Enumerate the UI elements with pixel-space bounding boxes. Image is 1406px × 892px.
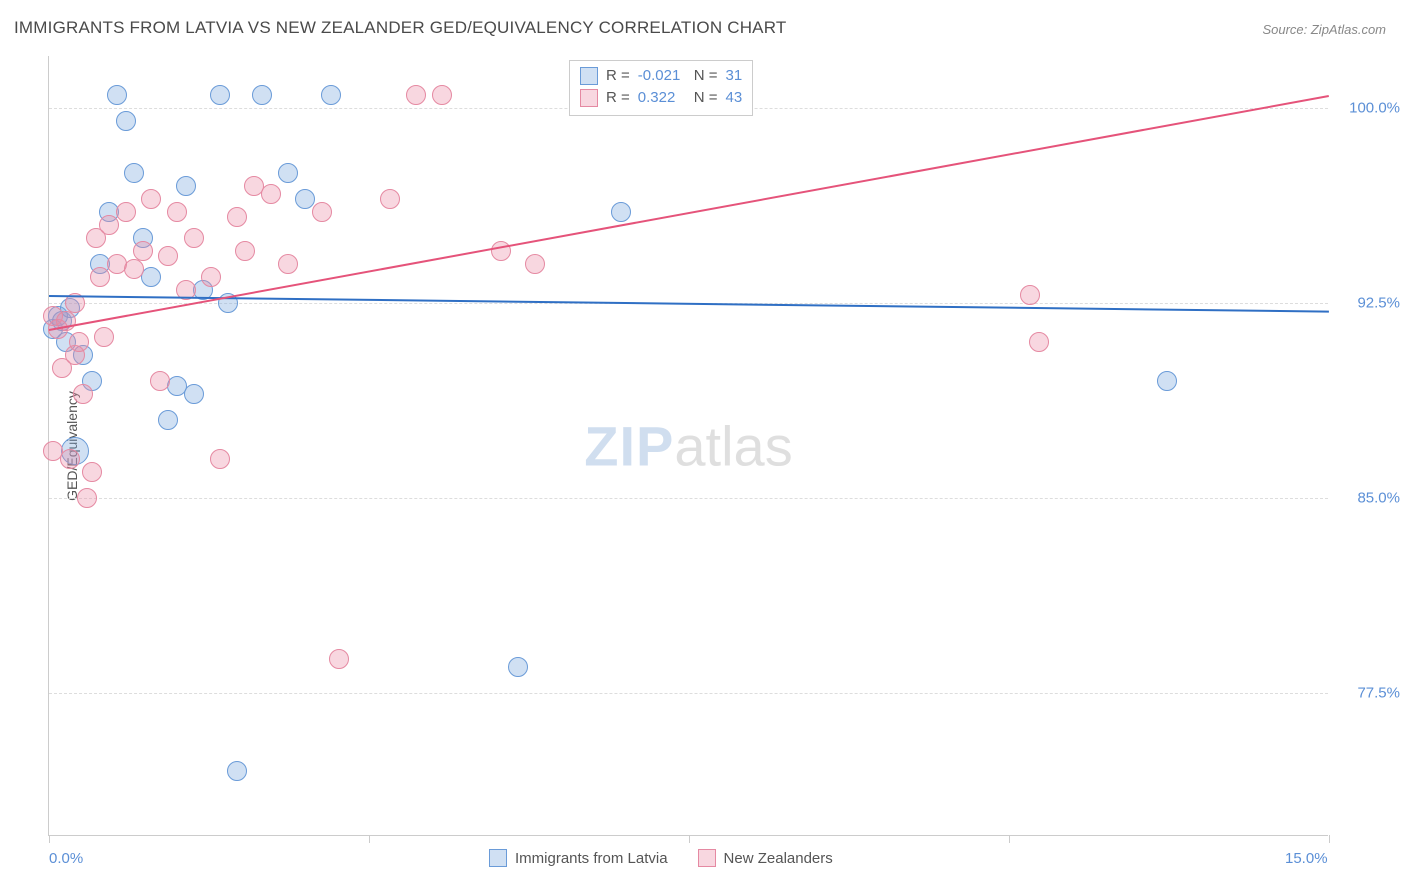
data-point xyxy=(150,371,170,391)
data-point xyxy=(252,85,272,105)
data-point xyxy=(380,189,400,209)
legend-label-0: Immigrants from Latvia xyxy=(515,850,668,867)
data-point xyxy=(1029,332,1049,352)
y-tick-label: 77.5% xyxy=(1336,685,1400,702)
data-point xyxy=(158,410,178,430)
data-point xyxy=(227,207,247,227)
data-point xyxy=(133,241,153,261)
data-point xyxy=(141,267,161,287)
stats-row-1: R = 0.322 N = 43 xyxy=(580,87,742,109)
data-point xyxy=(1020,285,1040,305)
data-point xyxy=(86,228,106,248)
data-point xyxy=(525,254,545,274)
x-tick xyxy=(1009,835,1010,843)
data-point xyxy=(82,462,102,482)
stats-swatch-0 xyxy=(580,67,598,85)
legend-item-1: New Zealanders xyxy=(698,849,833,867)
y-tick-label: 92.5% xyxy=(1336,295,1400,312)
data-point xyxy=(77,488,97,508)
data-point xyxy=(312,202,332,222)
stats-legend: R = -0.021 N = 31 R = 0.322 N = 43 xyxy=(569,60,753,116)
data-point xyxy=(329,649,349,669)
data-point xyxy=(508,657,528,677)
data-point xyxy=(116,111,136,131)
data-point xyxy=(107,85,127,105)
legend-swatch-0 xyxy=(489,849,507,867)
data-point xyxy=(1157,371,1177,391)
data-point xyxy=(278,163,298,183)
watermark-zip: ZIP xyxy=(584,414,674,477)
x-tick xyxy=(1329,835,1330,843)
data-point xyxy=(184,384,204,404)
source-label: Source: ZipAtlas.com xyxy=(1262,22,1386,37)
data-point xyxy=(184,228,204,248)
n-value-1: 43 xyxy=(726,87,743,109)
data-point xyxy=(73,384,93,404)
x-tick xyxy=(369,835,370,843)
series-legend: Immigrants from Latvia New Zealanders xyxy=(489,849,833,867)
y-tick-label: 100.0% xyxy=(1336,100,1400,117)
data-point xyxy=(432,85,452,105)
stats-row-0: R = -0.021 N = 31 xyxy=(580,65,742,87)
data-point xyxy=(295,189,315,209)
plot-area: GED/Equivalency 77.5%85.0%92.5%100.0%0.0… xyxy=(48,56,1328,836)
data-point xyxy=(158,246,178,266)
watermark-atlas: atlas xyxy=(674,414,792,477)
n-label-1: N = xyxy=(694,87,718,109)
y-tick-label: 85.0% xyxy=(1336,490,1400,507)
data-point xyxy=(94,327,114,347)
data-point xyxy=(124,259,144,279)
data-point xyxy=(261,184,281,204)
n-value-0: 31 xyxy=(726,65,743,87)
r-value-1: 0.322 xyxy=(638,87,686,109)
data-point xyxy=(116,202,136,222)
data-point xyxy=(235,241,255,261)
data-point xyxy=(201,267,221,287)
n-label-0: N = xyxy=(694,65,718,87)
data-point xyxy=(227,761,247,781)
x-tick-label: 15.0% xyxy=(1285,850,1328,867)
x-tick-label: 0.0% xyxy=(49,850,83,867)
data-point xyxy=(176,176,196,196)
r-value-0: -0.021 xyxy=(638,65,686,87)
data-point xyxy=(611,202,631,222)
data-point xyxy=(278,254,298,274)
data-point xyxy=(210,449,230,469)
data-point xyxy=(60,449,80,469)
data-point xyxy=(43,441,63,461)
r-label-0: R = xyxy=(606,65,630,87)
x-tick xyxy=(49,835,50,843)
legend-item-0: Immigrants from Latvia xyxy=(489,849,668,867)
legend-swatch-1 xyxy=(698,849,716,867)
data-point xyxy=(321,85,341,105)
r-label-1: R = xyxy=(606,87,630,109)
watermark: ZIPatlas xyxy=(584,413,792,478)
gridline-h xyxy=(49,498,1328,499)
gridline-h xyxy=(49,693,1328,694)
data-point xyxy=(69,332,89,352)
data-point xyxy=(90,267,110,287)
data-point xyxy=(124,163,144,183)
chart-title: IMMIGRANTS FROM LATVIA VS NEW ZEALANDER … xyxy=(14,18,786,38)
data-point xyxy=(406,85,426,105)
x-tick xyxy=(689,835,690,843)
data-point xyxy=(167,202,187,222)
data-point xyxy=(141,189,161,209)
legend-label-1: New Zealanders xyxy=(724,850,833,867)
data-point xyxy=(210,85,230,105)
stats-swatch-1 xyxy=(580,89,598,107)
